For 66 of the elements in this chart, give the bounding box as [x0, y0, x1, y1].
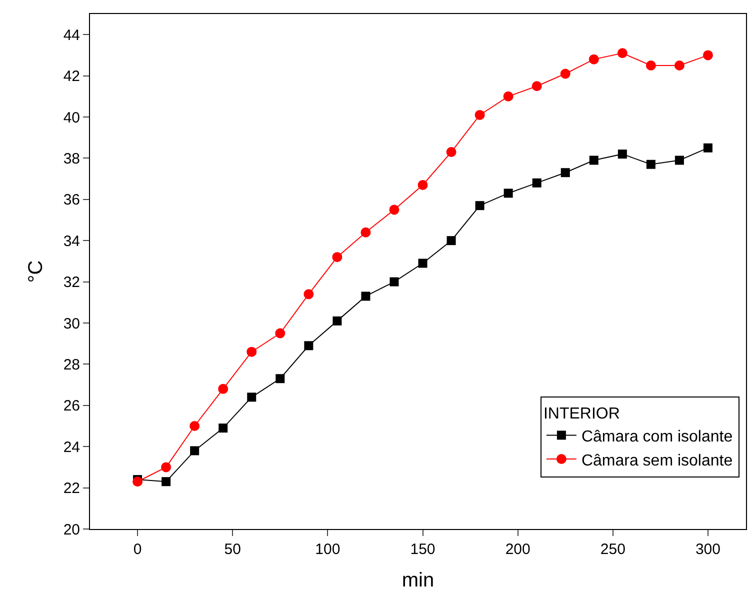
y-tick-label: 32: [63, 274, 80, 292]
y-tick-label: 20: [63, 521, 80, 538]
point: [246, 346, 257, 357]
point: [674, 60, 684, 70]
y-tick-label: 44: [63, 26, 80, 44]
point: [418, 258, 428, 268]
x-tick-label: 50: [224, 541, 241, 558]
point: [361, 292, 370, 301]
x-axis-title: min: [402, 570, 434, 592]
point: [503, 91, 514, 102]
y-tick-label: 36: [63, 192, 80, 209]
point: [418, 180, 428, 190]
point: [560, 68, 570, 79]
point: [674, 156, 684, 165]
point: [589, 156, 598, 165]
point: [474, 110, 485, 120]
x-tick-label: 150: [410, 541, 436, 558]
point: [532, 81, 542, 92]
point: [360, 227, 371, 238]
y-tick-label: 22: [63, 480, 80, 498]
point: [446, 147, 456, 158]
y-tick-label: 28: [63, 356, 80, 374]
x-tick-label: 300: [695, 541, 720, 558]
point: [190, 446, 200, 456]
point: [161, 462, 172, 472]
point: [702, 50, 713, 60]
point: [588, 54, 599, 64]
legend-label: Câmara sem isolante: [581, 452, 733, 470]
x-tick-label: 100: [315, 541, 340, 558]
point: [703, 143, 712, 152]
y-tick-label: 30: [63, 315, 80, 332]
point: [162, 477, 171, 486]
point: [532, 178, 542, 188]
x-tick-label: 250: [600, 541, 626, 558]
point: [275, 328, 286, 338]
y-tick-label: 26: [63, 398, 80, 415]
point: [332, 316, 342, 326]
point: [475, 201, 484, 210]
legend-label: Câmara com isolante: [581, 428, 733, 446]
point: [617, 48, 628, 58]
point: [560, 168, 570, 178]
point: [132, 476, 143, 487]
point: [276, 374, 285, 384]
legend-title: INTERIOR: [543, 405, 620, 422]
point: [389, 204, 400, 215]
point: [446, 236, 456, 246]
point: [304, 289, 314, 300]
point: [646, 160, 656, 169]
point: [646, 60, 656, 70]
point: [390, 277, 399, 286]
point: [247, 392, 256, 402]
y-tick-label: 34: [63, 232, 80, 250]
point: [190, 421, 200, 431]
point: [618, 150, 627, 159]
y-tick-label: 42: [63, 68, 80, 86]
point: [218, 384, 228, 394]
x-tick-label: 0: [133, 541, 142, 558]
point: [304, 341, 314, 350]
y-tick-label: 40: [63, 109, 80, 126]
point: [332, 252, 342, 262]
y-tick-label: 24: [63, 438, 80, 456]
point: [504, 188, 513, 198]
y-axis-title: °C: [24, 260, 47, 283]
y-tick-label: 38: [63, 150, 80, 168]
x-tick-label: 200: [505, 541, 530, 558]
point: [218, 424, 228, 433]
